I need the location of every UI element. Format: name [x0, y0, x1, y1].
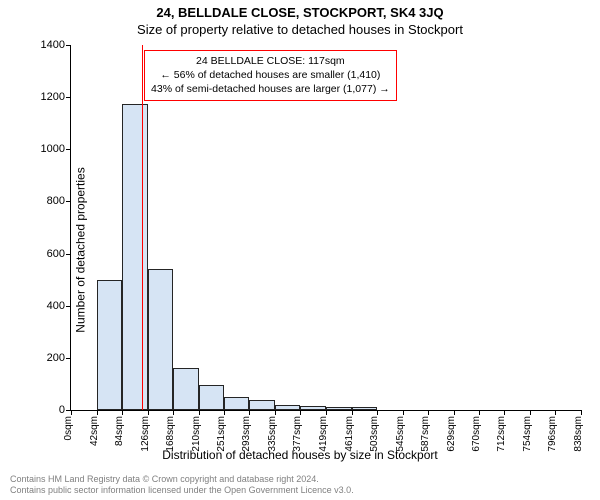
plot-area: 0sqm42sqm84sqm126sqm168sqm210sqm251sqm29…: [70, 45, 581, 411]
x-tick-mark: [504, 410, 505, 415]
x-tick-mark: [454, 410, 455, 415]
histogram-bar: [326, 407, 352, 410]
x-tick-mark: [71, 410, 72, 415]
footer-line1: Contains HM Land Registry data © Crown c…: [10, 474, 354, 486]
x-tick-label: 293sqm: [241, 416, 252, 452]
x-tick-label: 461sqm: [344, 416, 355, 452]
chart-title-line1: 24, BELLDALE CLOSE, STOCKPORT, SK4 3JQ: [0, 5, 600, 20]
x-tick-label: 419sqm: [318, 416, 329, 452]
y-tick-mark: [66, 149, 71, 150]
y-tick-mark: [66, 97, 71, 98]
x-tick-mark: [555, 410, 556, 415]
chart-container: 24, BELLDALE CLOSE, STOCKPORT, SK4 3JQ S…: [0, 0, 600, 500]
x-axis-label: Distribution of detached houses by size …: [0, 448, 600, 462]
x-tick-label: 126sqm: [140, 416, 151, 452]
x-tick-mark: [224, 410, 225, 415]
x-tick-mark: [428, 410, 429, 415]
annotation-line2: ← 56% of detached houses are smaller (1,…: [151, 68, 390, 82]
x-tick-label: 587sqm: [420, 416, 431, 452]
annotation-box: 24 BELLDALE CLOSE: 117sqm← 56% of detach…: [144, 50, 397, 101]
y-tick-mark: [66, 45, 71, 46]
x-tick-mark: [275, 410, 276, 415]
x-tick-mark: [377, 410, 378, 415]
footer-line2: Contains public sector information licen…: [10, 485, 354, 497]
histogram-bar: [275, 405, 301, 410]
x-tick-label: 670sqm: [471, 416, 482, 452]
x-tick-label: 503sqm: [369, 416, 380, 452]
y-tick-label: 800: [25, 195, 65, 207]
x-tick-label: 168sqm: [165, 416, 176, 452]
x-tick-label: 629sqm: [446, 416, 457, 452]
x-tick-mark: [148, 410, 149, 415]
x-tick-mark: [300, 410, 301, 415]
y-tick-mark: [66, 306, 71, 307]
histogram-bar: [249, 400, 275, 410]
x-tick-mark: [97, 410, 98, 415]
x-tick-label: 712sqm: [496, 416, 507, 452]
x-tick-label: 754sqm: [522, 416, 533, 452]
x-tick-mark: [352, 410, 353, 415]
annotation-line1: 24 BELLDALE CLOSE: 117sqm: [151, 54, 390, 68]
x-tick-mark: [249, 410, 250, 415]
histogram-bar: [352, 407, 378, 410]
x-tick-mark: [581, 410, 582, 415]
x-tick-mark: [173, 410, 174, 415]
x-tick-mark: [403, 410, 404, 415]
x-tick-label: 545sqm: [395, 416, 406, 452]
x-tick-label: 251sqm: [216, 416, 227, 452]
y-tick-mark: [66, 358, 71, 359]
x-tick-label: 42sqm: [89, 416, 100, 446]
x-tick-mark: [530, 410, 531, 415]
histogram-bar: [173, 368, 199, 410]
x-tick-label: 0sqm: [63, 416, 74, 440]
x-tick-label: 796sqm: [547, 416, 558, 452]
histogram-bar: [199, 385, 224, 410]
y-tick-label: 1200: [25, 91, 65, 103]
plot-inner: 0sqm42sqm84sqm126sqm168sqm210sqm251sqm29…: [71, 45, 581, 410]
y-tick-label: 0: [25, 404, 65, 416]
x-tick-label: 210sqm: [191, 416, 202, 452]
x-tick-mark: [479, 410, 480, 415]
y-tick-label: 1000: [25, 143, 65, 155]
histogram-bar: [97, 280, 123, 410]
y-tick-label: 200: [25, 352, 65, 364]
x-tick-label: 84sqm: [114, 416, 125, 446]
histogram-bar: [122, 104, 148, 410]
x-tick-mark: [326, 410, 327, 415]
x-tick-mark: [199, 410, 200, 415]
y-tick-mark: [66, 254, 71, 255]
histogram-bar: [224, 397, 250, 410]
x-tick-label: 838sqm: [573, 416, 584, 452]
chart-title-line2: Size of property relative to detached ho…: [0, 22, 600, 37]
histogram-bar: [148, 269, 174, 410]
y-tick-mark: [66, 201, 71, 202]
y-tick-label: 600: [25, 248, 65, 260]
x-tick-label: 335sqm: [267, 416, 278, 452]
y-tick-label: 1400: [25, 39, 65, 51]
histogram-bar: [300, 406, 326, 410]
y-tick-label: 400: [25, 300, 65, 312]
annotation-line3: 43% of semi-detached houses are larger (…: [151, 82, 390, 96]
footer-attribution: Contains HM Land Registry data © Crown c…: [10, 474, 354, 497]
x-tick-label: 377sqm: [292, 416, 303, 452]
x-tick-mark: [122, 410, 123, 415]
